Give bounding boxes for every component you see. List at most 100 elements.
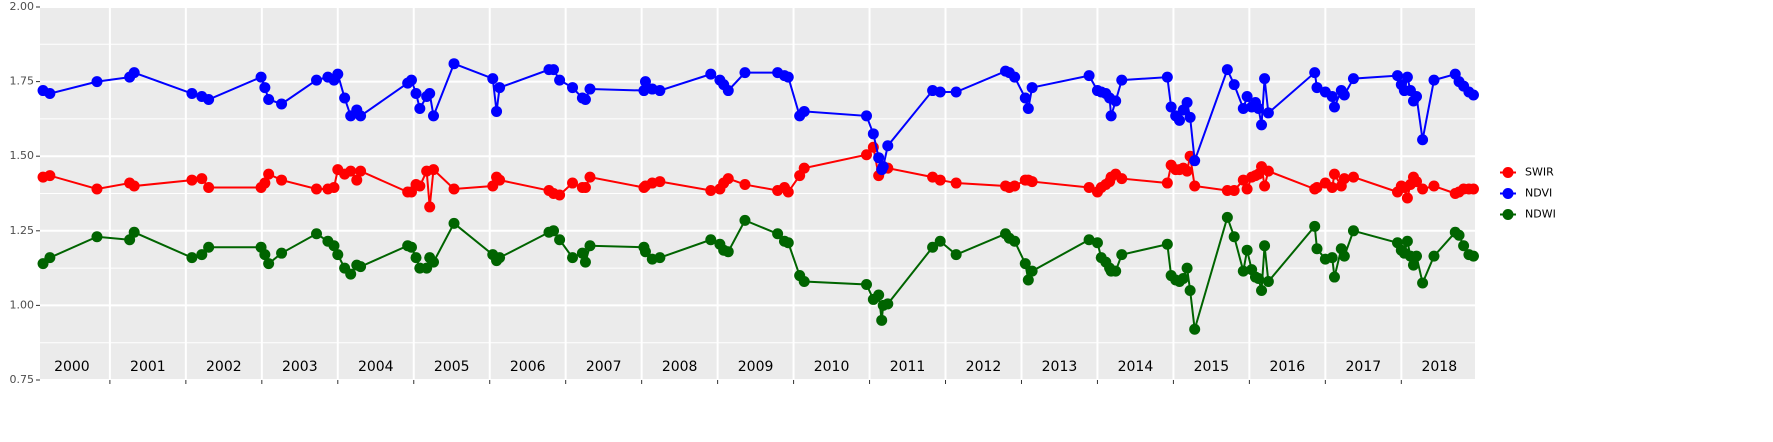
- point: [1022, 274, 1034, 286]
- point: [1347, 73, 1359, 85]
- y-tick-label: 1.25: [10, 224, 35, 237]
- point: [567, 252, 579, 264]
- point: [584, 240, 596, 252]
- point: [1311, 82, 1323, 94]
- point: [414, 102, 426, 114]
- point: [584, 83, 596, 95]
- point: [1347, 225, 1359, 237]
- point: [1256, 284, 1268, 296]
- point: [1026, 82, 1038, 94]
- point: [255, 71, 267, 83]
- point: [1311, 243, 1323, 255]
- point: [739, 214, 751, 226]
- point: [1256, 119, 1268, 131]
- point: [1338, 89, 1350, 101]
- year-label: 2002: [206, 359, 242, 375]
- point: [263, 94, 275, 106]
- point: [1116, 249, 1128, 261]
- point: [1009, 180, 1021, 192]
- point: [494, 174, 506, 186]
- point: [1105, 110, 1117, 122]
- point: [1237, 265, 1249, 277]
- point: [1411, 250, 1423, 262]
- point: [128, 180, 140, 192]
- point: [576, 247, 588, 259]
- point: [259, 82, 271, 94]
- point: [1110, 95, 1122, 107]
- point: [739, 67, 751, 79]
- point: [1173, 114, 1185, 126]
- point: [1392, 70, 1404, 82]
- point: [722, 85, 734, 97]
- point: [1259, 73, 1271, 85]
- point: [877, 161, 889, 173]
- point: [424, 88, 436, 100]
- point: [782, 71, 794, 83]
- point: [950, 177, 962, 189]
- point: [424, 201, 436, 213]
- point: [579, 94, 591, 106]
- point: [1009, 235, 1021, 247]
- point: [1165, 101, 1177, 113]
- point: [1411, 91, 1423, 103]
- point: [873, 289, 885, 301]
- point: [91, 231, 103, 243]
- point: [554, 234, 566, 246]
- point: [1026, 265, 1038, 277]
- point: [1083, 182, 1095, 194]
- point: [405, 241, 417, 253]
- point: [339, 92, 351, 104]
- point: [448, 58, 460, 70]
- year-label: 2000: [54, 359, 90, 375]
- y-tick-label: 1.50: [10, 149, 35, 162]
- point: [798, 276, 810, 288]
- point: [1019, 92, 1031, 104]
- point: [263, 168, 275, 180]
- point: [355, 110, 367, 122]
- point: [410, 88, 422, 100]
- point: [203, 182, 215, 194]
- point: [448, 183, 460, 195]
- point: [1110, 265, 1122, 277]
- point: [782, 186, 794, 198]
- point: [1401, 71, 1413, 83]
- point: [491, 105, 503, 117]
- point: [414, 180, 426, 192]
- point: [1411, 176, 1423, 188]
- point: [259, 249, 271, 261]
- point: [1189, 323, 1201, 335]
- point: [351, 174, 363, 186]
- point: [567, 82, 579, 94]
- year-label: 2015: [1194, 359, 1230, 375]
- point: [1116, 173, 1128, 185]
- point: [1237, 174, 1249, 186]
- point: [1083, 234, 1095, 246]
- point: [554, 74, 566, 86]
- point: [44, 252, 56, 264]
- year-label: 2003: [282, 359, 318, 375]
- point: [203, 94, 215, 106]
- point: [1221, 64, 1233, 76]
- point: [654, 176, 666, 188]
- point: [927, 241, 939, 253]
- point: [873, 152, 885, 164]
- point: [1161, 238, 1173, 250]
- year-label: 2008: [662, 359, 698, 375]
- point: [494, 252, 506, 264]
- point: [1428, 250, 1440, 262]
- point: [654, 252, 666, 264]
- y-tick-label: 0.75: [10, 373, 35, 386]
- point: [882, 140, 894, 152]
- point: [722, 246, 734, 258]
- point: [405, 74, 417, 86]
- y-tick-label: 2.00: [10, 0, 35, 13]
- point: [1241, 183, 1253, 195]
- point: [1161, 71, 1173, 83]
- point: [882, 298, 894, 310]
- point: [1259, 240, 1271, 252]
- point: [1417, 277, 1429, 289]
- point: [328, 240, 340, 252]
- point: [579, 182, 591, 194]
- point: [1181, 96, 1193, 108]
- y-tick-label: 1.00: [10, 298, 35, 311]
